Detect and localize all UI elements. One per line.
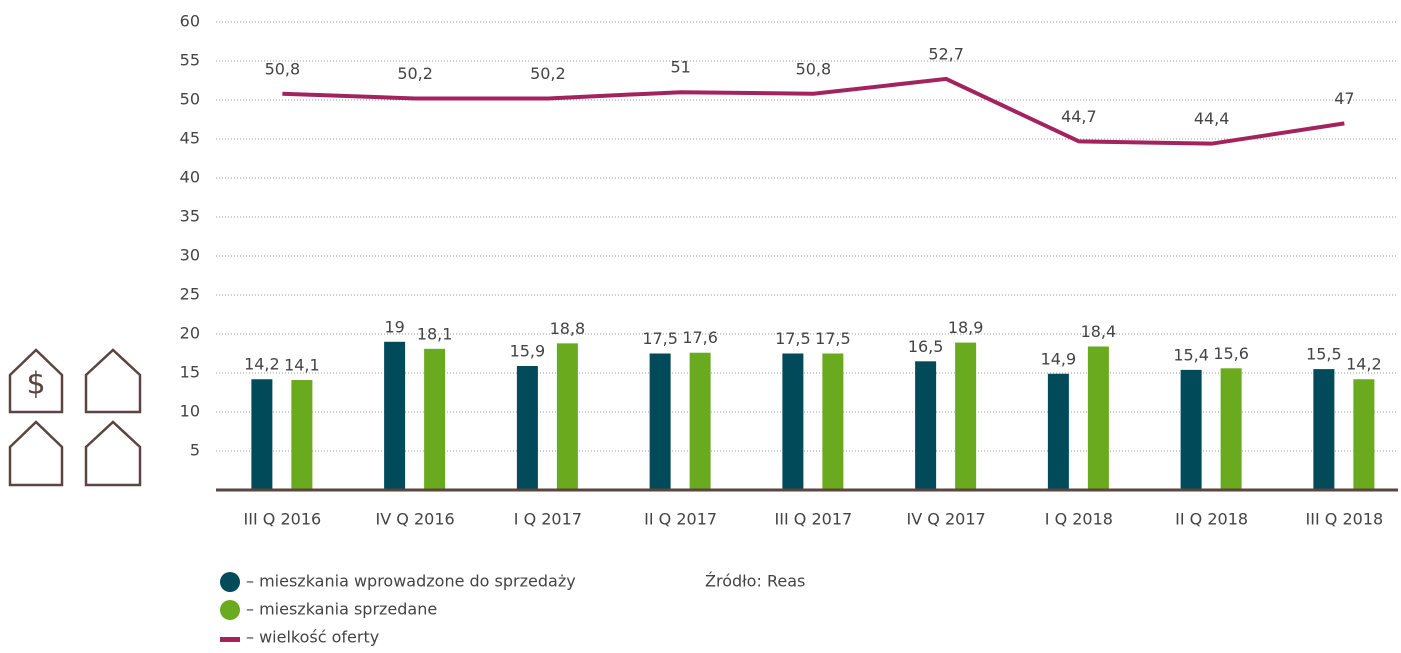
y-tick-label: 15 bbox=[180, 363, 200, 382]
bar bbox=[782, 353, 804, 490]
house-icon bbox=[84, 348, 142, 414]
bar bbox=[1313, 369, 1335, 490]
dollar-sign: $ bbox=[26, 367, 45, 402]
bar-value-label: 18,4 bbox=[1081, 322, 1117, 341]
legend-label: – mieszkania sprzedane bbox=[246, 600, 437, 619]
line-value-label: 50,8 bbox=[796, 59, 832, 78]
bar-value-label: 14,1 bbox=[284, 356, 320, 375]
y-tick-label: 45 bbox=[180, 129, 200, 148]
bar-value-label: 16,5 bbox=[908, 337, 944, 356]
y-tick-label: 60 bbox=[180, 12, 200, 31]
y-tick-label: 50 bbox=[180, 90, 200, 109]
bar bbox=[251, 379, 273, 490]
bar bbox=[424, 348, 446, 490]
bar-value-label: 18,8 bbox=[550, 319, 586, 338]
bar-value-label: 17,5 bbox=[815, 329, 851, 348]
bar bbox=[384, 341, 406, 490]
bar-value-label: 18,9 bbox=[948, 318, 984, 337]
bar-value-label: 18,1 bbox=[417, 324, 453, 343]
line-value-label: 50,2 bbox=[397, 64, 433, 83]
x-tick-label: I Q 2017 bbox=[514, 510, 582, 529]
legend-label: – mieszkania wprowadzone do sprzedaży bbox=[246, 572, 576, 591]
bar bbox=[291, 380, 313, 490]
x-tick-label: I Q 2018 bbox=[1045, 510, 1113, 529]
bar bbox=[1220, 368, 1242, 490]
bar-value-label: 14,2 bbox=[1346, 355, 1382, 374]
y-tick-label: 5 bbox=[190, 441, 200, 460]
legend-label: – wielkość oferty bbox=[246, 628, 379, 647]
line-value-label: 50,8 bbox=[265, 59, 301, 78]
line-value-label: 44,7 bbox=[1061, 107, 1097, 126]
legend-swatch bbox=[220, 572, 240, 592]
x-tick-label: III Q 2016 bbox=[244, 510, 322, 529]
house-icon bbox=[8, 348, 64, 414]
x-tick-label: III Q 2018 bbox=[1306, 510, 1384, 529]
bar-value-label: 19 bbox=[384, 317, 404, 336]
x-tick-label: III Q 2017 bbox=[775, 510, 853, 529]
bar bbox=[1180, 369, 1202, 490]
line-value-label: 47 bbox=[1334, 89, 1354, 108]
bar-value-label: 17,5 bbox=[642, 329, 678, 348]
line-value-label: 51 bbox=[670, 58, 690, 77]
house-icons: $ bbox=[8, 348, 142, 487]
bar bbox=[516, 365, 538, 490]
y-tick-label: 35 bbox=[180, 207, 200, 226]
bar-value-label: 17,6 bbox=[682, 328, 718, 347]
bar-value-label: 15,6 bbox=[1213, 344, 1249, 363]
source: Źródło: Reas bbox=[705, 572, 805, 591]
house-icon bbox=[84, 420, 142, 487]
line-value-label: 52,7 bbox=[928, 44, 964, 63]
bar-value-label: 17,5 bbox=[775, 329, 811, 348]
bar bbox=[1047, 373, 1069, 490]
bar bbox=[955, 342, 977, 490]
legend-swatch bbox=[220, 637, 240, 642]
line bbox=[282, 76, 1345, 146]
y-tick-label: 10 bbox=[180, 402, 200, 421]
y-tick-label: 25 bbox=[180, 285, 200, 304]
x-tick-label: IV Q 2017 bbox=[907, 510, 986, 529]
line-value-label: 50,2 bbox=[530, 64, 566, 83]
bar bbox=[1353, 379, 1375, 490]
bar-value-label: 14,9 bbox=[1041, 349, 1077, 368]
bar bbox=[822, 353, 844, 490]
x-tick-label: II Q 2017 bbox=[644, 510, 717, 529]
y-tick-label: 20 bbox=[180, 324, 200, 343]
x-tick-label: II Q 2018 bbox=[1175, 510, 1248, 529]
bar-value-label: 14,2 bbox=[244, 355, 280, 374]
bar-value-label: 15,4 bbox=[1173, 345, 1209, 364]
bar bbox=[689, 352, 711, 490]
bar bbox=[915, 361, 937, 490]
bar-value-label: 15,5 bbox=[1306, 345, 1342, 364]
house-icon bbox=[8, 420, 64, 487]
legend-swatch bbox=[220, 600, 240, 620]
y-tick-label: 55 bbox=[180, 51, 200, 70]
y-tick-label: 30 bbox=[180, 246, 200, 265]
bar bbox=[556, 343, 578, 490]
x-tick-label: IV Q 2016 bbox=[376, 510, 455, 529]
bar bbox=[1087, 346, 1109, 490]
bar-value-label: 15,9 bbox=[510, 341, 546, 360]
y-tick-label: 40 bbox=[180, 168, 200, 187]
bar bbox=[649, 353, 671, 490]
line-value-label: 44,4 bbox=[1194, 109, 1230, 128]
